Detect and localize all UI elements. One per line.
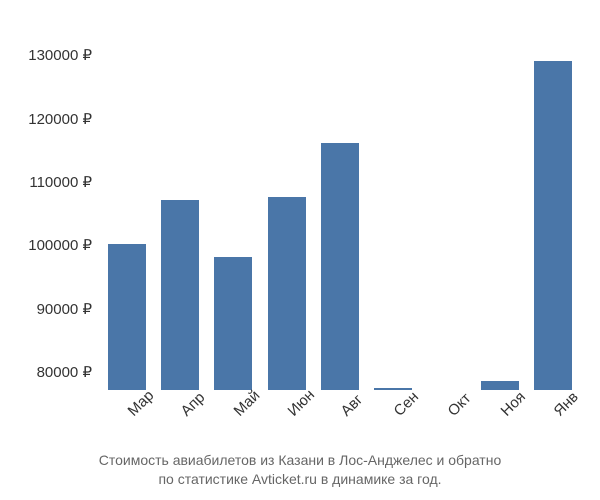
- bar: [214, 257, 252, 390]
- bar: [268, 197, 306, 390]
- x-tick-label: Авг: [338, 381, 407, 450]
- y-axis: 80000 ₽ 90000 ₽ 100000 ₽ 110000 ₽ 120000 ₽ 13…: [0, 10, 100, 390]
- y-tick-label: 100000 ₽: [28, 236, 92, 254]
- chart-container: 80000 ₽ 90000 ₽ 100000 ₽ 110000 ₽ 120000 ₽ 13…: [0, 0, 600, 500]
- bar: [481, 381, 519, 391]
- bar: [374, 388, 412, 390]
- x-tick-label: Апр: [178, 381, 247, 450]
- x-tick-label: Сен: [391, 381, 460, 450]
- x-axis: МарАпрМайИюнАвгСенОктНояЯнв: [100, 395, 580, 455]
- plot-area: [100, 10, 580, 390]
- bar: [321, 143, 359, 390]
- bar: [161, 200, 199, 390]
- y-tick-label: 110000 ₽: [29, 173, 92, 191]
- x-tick-label: Ноя: [498, 381, 567, 450]
- x-tick-label: Май: [231, 381, 300, 450]
- bar: [534, 61, 572, 390]
- caption-line-1: Стоимость авиабилетов из Казани в Лос-Ан…: [99, 452, 502, 468]
- y-tick-label: 80000 ₽: [37, 363, 92, 381]
- y-tick-label: 90000 ₽: [37, 300, 92, 318]
- y-tick-label: 130000 ₽: [28, 46, 92, 64]
- x-tick-label: Мар: [124, 381, 193, 450]
- x-tick-label: Окт: [444, 381, 513, 450]
- x-tick-label: Янв: [551, 381, 600, 450]
- y-tick-label: 140000 ₽: [28, 0, 92, 1]
- x-tick-label: Июн: [284, 381, 353, 450]
- y-tick-label: 120000 ₽: [28, 110, 92, 128]
- bars-group: [100, 10, 580, 390]
- bar: [108, 244, 146, 390]
- caption-line-2: по статистике Avticket.ru в динамике за …: [158, 471, 441, 487]
- chart-caption: Стоимость авиабилетов из Казани в Лос-Ан…: [0, 451, 600, 490]
